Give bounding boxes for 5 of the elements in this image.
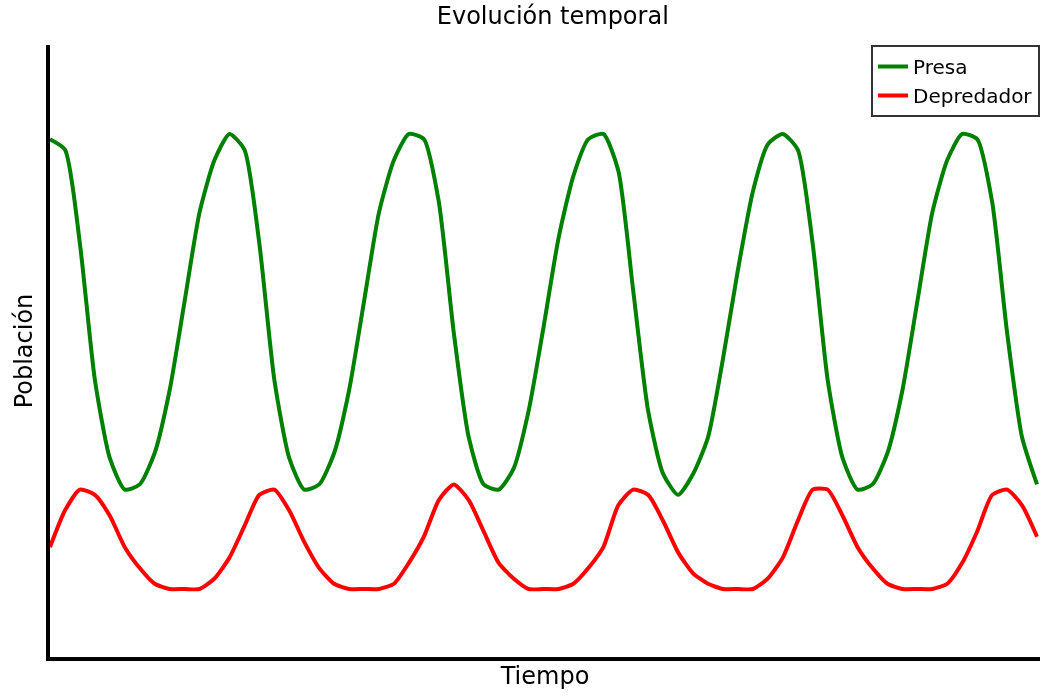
x-axis-title: Tiempo (499, 661, 590, 690)
legend-label: Depredador (913, 84, 1033, 109)
y-axis-title: Población (9, 293, 38, 409)
legend-label: Presa (913, 55, 968, 80)
chart-title: Evolución temporal (436, 1, 669, 30)
